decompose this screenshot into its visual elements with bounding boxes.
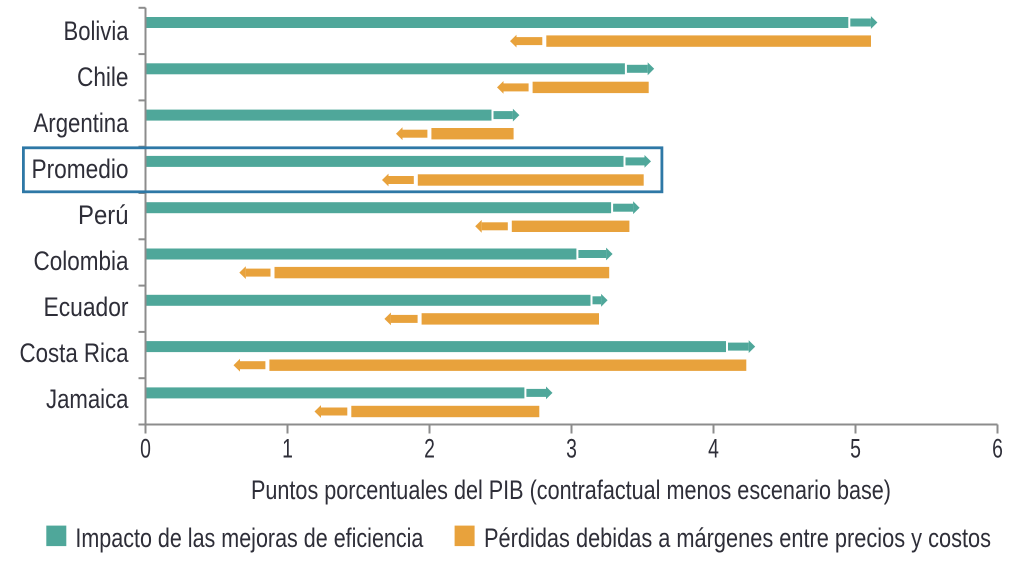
svg-text:Colombia: Colombia bbox=[34, 246, 130, 276]
svg-text:5: 5 bbox=[850, 434, 861, 464]
svg-text:Impacto de las mejoras de efic: Impacto de las mejoras de eficiencia bbox=[75, 523, 423, 553]
svg-text:Costa Rica: Costa Rica bbox=[20, 338, 130, 368]
svg-text:Perú: Perú bbox=[78, 200, 129, 230]
svg-text:0: 0 bbox=[140, 434, 151, 464]
svg-text:Puntos porcentuales del PIB (c: Puntos porcentuales del PIB (contrafactu… bbox=[251, 475, 891, 505]
svg-text:Pérdidas debidas a márgenes en: Pérdidas debidas a márgenes entre precio… bbox=[484, 523, 991, 553]
svg-text:Bolivia: Bolivia bbox=[64, 16, 130, 46]
svg-text:Argentina: Argentina bbox=[34, 108, 130, 138]
svg-text:1: 1 bbox=[282, 434, 293, 464]
svg-text:6: 6 bbox=[992, 434, 1003, 464]
svg-text:Ecuador: Ecuador bbox=[44, 292, 129, 322]
svg-text:4: 4 bbox=[708, 434, 719, 464]
svg-text:2: 2 bbox=[424, 434, 435, 464]
svg-text:Jamaica: Jamaica bbox=[46, 384, 129, 414]
svg-text:3: 3 bbox=[566, 434, 577, 464]
svg-text:Chile: Chile bbox=[77, 62, 129, 92]
svg-text:Promedio: Promedio bbox=[32, 154, 129, 184]
